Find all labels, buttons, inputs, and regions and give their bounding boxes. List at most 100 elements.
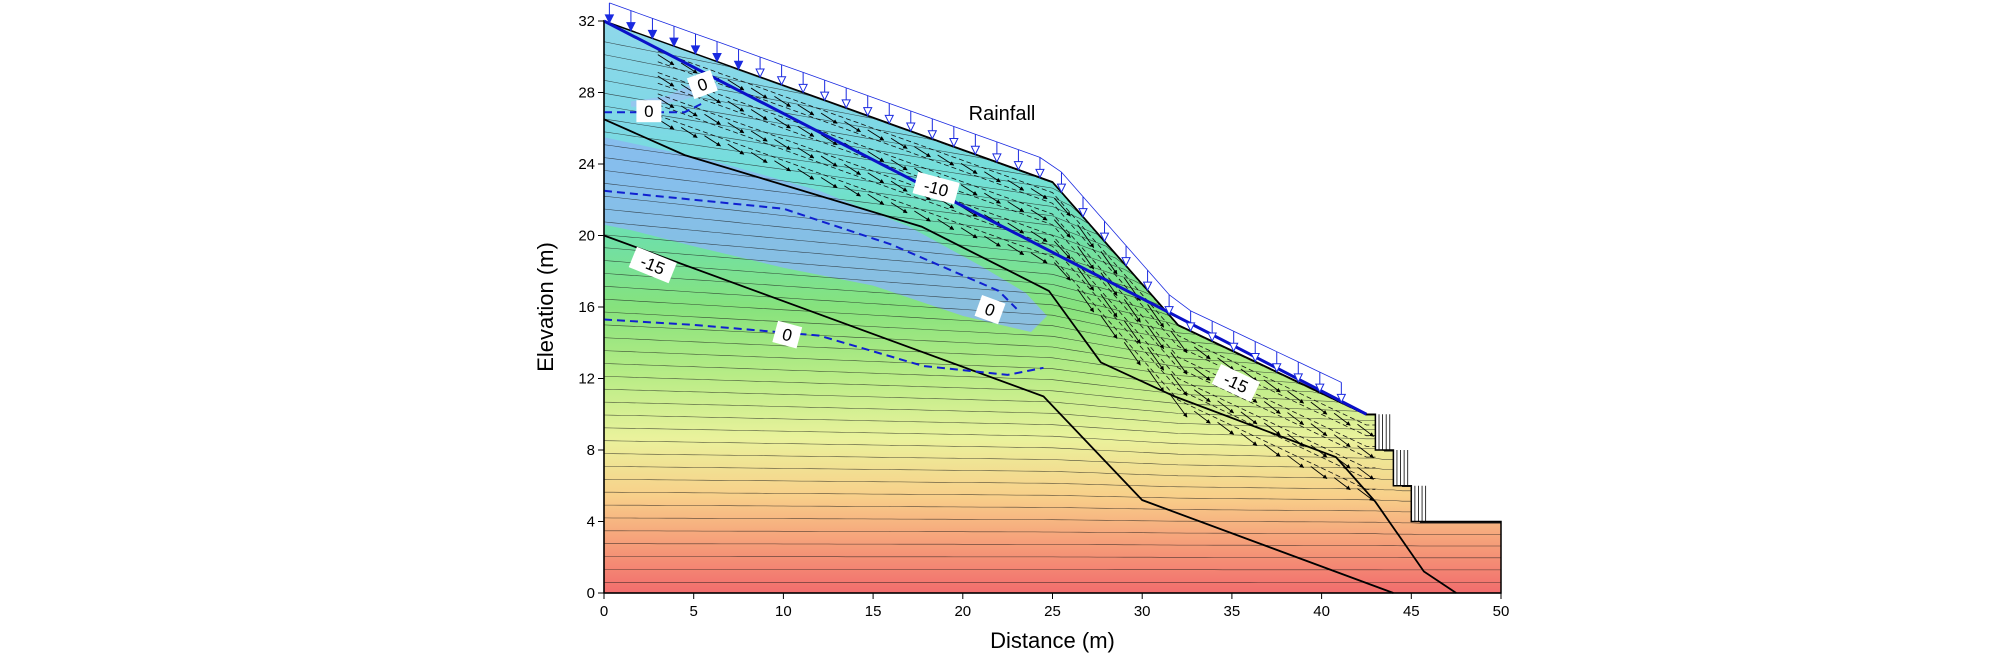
flow-arrow [937, 218, 955, 230]
rain-arrow-head [647, 29, 658, 40]
toe-steps [1375, 414, 1427, 522]
flow-arrow [1053, 197, 1071, 217]
flow-arrow [1263, 401, 1281, 414]
rain-arrow-top [1168, 294, 1191, 312]
rain-arrow-top [953, 126, 976, 135]
rain-arrow-top [1018, 149, 1041, 158]
rain-arrow-top [1039, 157, 1062, 173]
flow-arrow [1170, 373, 1188, 397]
x-tick-label: 15 [865, 603, 882, 620]
rain-arrow-head [884, 114, 895, 125]
x-tick-label: 40 [1313, 603, 1330, 620]
contour-label: -10 [912, 171, 960, 205]
flow-arrow [797, 104, 815, 116]
flow-arrow [890, 202, 908, 214]
flow-arrow [657, 54, 675, 66]
contour-line [604, 543, 1501, 547]
contour-line [604, 388, 1501, 523]
flow-arrow [890, 137, 908, 149]
axes: 0 5 10 15 20 25 30 35 40 45 50 0 4 8 12 16 20 24 28 32 [578, 13, 1509, 620]
flow-arrow [820, 134, 838, 146]
flow-arrow [1193, 389, 1211, 403]
rain-arrow-top [738, 48, 761, 58]
contour-line [604, 556, 1501, 559]
y-tick-label: 24 [578, 156, 595, 173]
contour-label-bg [1211, 363, 1261, 403]
contour-label: 0 [772, 320, 803, 349]
flow-arrow [750, 152, 768, 164]
flow-arrow [1123, 299, 1141, 323]
flow-arrow [1030, 252, 1048, 264]
flow-arrow [750, 130, 768, 142]
rain-arrow-head [733, 60, 744, 71]
rain-arrow-head [1315, 383, 1325, 394]
y-ticks: 0 4 8 12 16 20 24 28 32 [578, 13, 604, 602]
x-tick-label: 5 [690, 603, 698, 620]
flow-arrow [1077, 288, 1095, 313]
rain-arrow-head [1078, 208, 1088, 218]
rain-arrow-head [841, 99, 851, 109]
rain-arrow-head [1121, 257, 1131, 267]
rain-arrow-head [755, 68, 765, 79]
contour-label-bg [974, 295, 1006, 325]
rain-arrow-head [819, 91, 830, 102]
rain-arrow-head [992, 153, 1002, 164]
contour-line [604, 376, 1501, 523]
flow-arrow [774, 138, 791, 150]
flow-arrow [890, 180, 908, 192]
flow-arrow [657, 75, 675, 87]
y-tick-label: 16 [578, 299, 595, 316]
rain-arrow-head [712, 53, 722, 63]
flow-arrow [727, 122, 745, 134]
flow-arrow [704, 113, 721, 125]
rain-arrow-head [1142, 281, 1153, 292]
rain-arrow-head [1056, 183, 1067, 194]
suction-zone-upper [604, 137, 1048, 332]
contour-label-bg [912, 171, 960, 205]
contour-label-bg [636, 100, 662, 123]
flow-arrow [1263, 379, 1281, 393]
rain-arrow-head [1207, 332, 1217, 343]
contour-line [604, 517, 1501, 524]
zero-pressure-lines [603, 102, 1044, 376]
rain-arrow-top [975, 133, 998, 143]
flow-arrow [704, 135, 721, 147]
layer-boundary [603, 118, 1457, 594]
rainfall-arrows [604, 2, 1347, 404]
flow-arrow [704, 92, 721, 104]
contour-label-bg [686, 69, 718, 100]
flow-arrow [727, 79, 745, 91]
rain-arrow-top [759, 56, 782, 66]
rainfall-annotation: Rainfall [969, 103, 1036, 125]
flow-arrow [890, 159, 908, 171]
flow-arrow [1263, 444, 1281, 457]
rain-arrow-head [1185, 322, 1196, 332]
rain-arrow-top [652, 17, 675, 27]
rain-arrow-head [1228, 342, 1239, 353]
flow-arrow [1357, 488, 1374, 502]
flow-arrow [1217, 357, 1235, 371]
rain-arrow-top [1255, 341, 1277, 353]
rain-arrow-top [1298, 361, 1320, 373]
rain-arrow-top [1061, 171, 1084, 197]
flow-arrow [1147, 304, 1165, 328]
flow-arrow [867, 172, 885, 184]
flow-arrow [1170, 395, 1188, 418]
flow-arrow [1193, 346, 1211, 360]
flow-arrow [867, 150, 885, 162]
y-tick-label: 28 [578, 85, 595, 102]
rain-arrow-top [781, 64, 804, 73]
y-tick-label: 12 [578, 371, 595, 388]
flow-arrow [750, 109, 768, 121]
rain-arrow-head [1250, 352, 1261, 363]
rain-arrow-head [1336, 393, 1347, 404]
rain-arrow-head [798, 83, 808, 94]
rain-arrow-head [1013, 161, 1024, 171]
flow-arrow [1170, 330, 1188, 354]
flow-arrow [844, 164, 861, 176]
flow-arrow [984, 171, 1001, 183]
contour-label: 0 [686, 69, 718, 100]
flow-arrow [1287, 412, 1305, 426]
flow-arrow [820, 155, 838, 167]
